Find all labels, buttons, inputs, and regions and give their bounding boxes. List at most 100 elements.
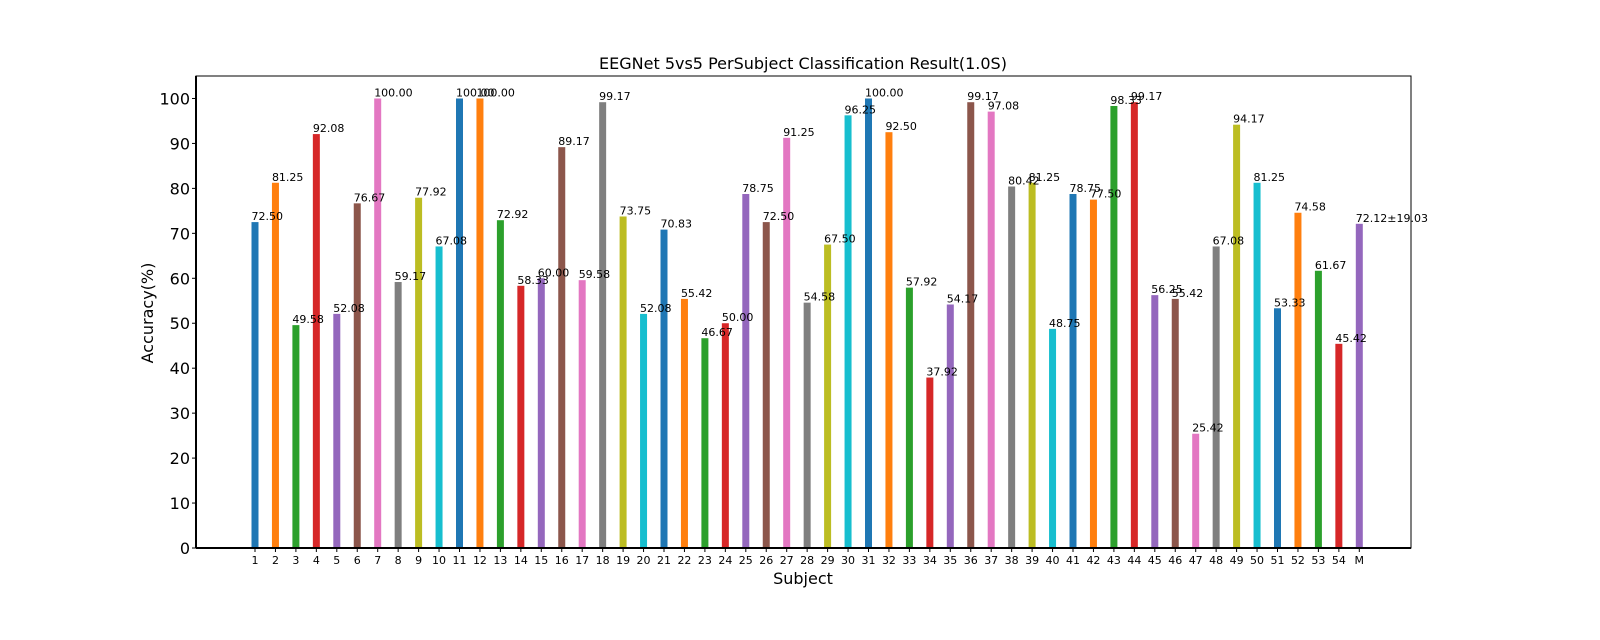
bar-subject-3 (292, 325, 300, 548)
x-tick-label: 54 (1332, 554, 1346, 567)
bar-subject-44 (1130, 102, 1138, 548)
data-label-12: 100.00 (476, 86, 515, 99)
data-label-10: 67.08 (436, 234, 468, 247)
x-tick-label: 17 (575, 554, 589, 567)
bar-subject-41 (1069, 194, 1077, 548)
bar-subject-38 (1008, 186, 1016, 548)
x-tick-label: 10 (432, 554, 446, 567)
x-tick-label: 44 (1127, 554, 1141, 567)
data-label-50: 81.25 (1254, 171, 1286, 184)
data-label-49: 94.17 (1233, 113, 1265, 126)
x-tick-label: 18 (596, 554, 610, 567)
bar-subject-7 (374, 98, 382, 548)
x-tick-label: 26 (759, 554, 773, 567)
x-tick-label: 51 (1271, 554, 1285, 567)
bar-subject-6 (353, 203, 361, 548)
bar-subject-10 (435, 246, 443, 549)
data-label-40: 48.75 (1049, 317, 1081, 330)
x-tick-label: 28 (800, 554, 814, 567)
x-tick-label: 32 (882, 554, 896, 567)
data-label-20: 52.08 (640, 302, 672, 315)
data-label-1: 72.50 (252, 210, 284, 223)
bar-subject-33 (905, 287, 913, 548)
x-tick-label: 9 (415, 554, 422, 567)
data-label-35: 54.17 (947, 292, 979, 305)
data-label-15: 60.00 (538, 266, 570, 279)
x-tick-label: 3 (292, 554, 299, 567)
bar-subject-53 (1314, 270, 1322, 548)
bar-subject-14 (517, 285, 525, 548)
y-tick-label: 40 (170, 359, 190, 378)
bar-subject-2 (271, 182, 279, 548)
bar-subject-17 (578, 280, 586, 548)
bar-subject-13 (496, 220, 504, 548)
x-tick-label: 24 (718, 554, 732, 567)
data-label-9: 77.92 (415, 186, 447, 199)
data-label-51: 53.33 (1274, 296, 1306, 309)
data-label-36: 99.17 (967, 90, 999, 103)
x-tick-label: 36 (964, 554, 978, 567)
x-tick-label: 5 (333, 554, 340, 567)
x-tick-label: 16 (555, 554, 569, 567)
data-label-7: 100.00 (374, 86, 413, 99)
x-tick-label: 45 (1148, 554, 1162, 567)
data-label-47: 25.42 (1192, 422, 1224, 435)
y-axis-label: Accuracy(%) (138, 263, 157, 364)
x-tick-label: 35 (943, 554, 957, 567)
data-label-3: 49.58 (292, 313, 324, 326)
data-label-25: 78.75 (742, 182, 774, 195)
data-label-13: 72.92 (497, 208, 529, 221)
data-label-23: 46.67 (701, 326, 733, 339)
bar-subject-15 (537, 278, 545, 548)
bar-subject-19 (619, 216, 627, 548)
bars-group (251, 98, 1363, 549)
y-tick-label: 10 (170, 494, 190, 513)
x-tick-label: 7 (374, 554, 381, 567)
bar-subject-34 (926, 377, 934, 548)
x-tick-label: 38 (1005, 554, 1019, 567)
data-label-16: 89.17 (558, 135, 590, 148)
bar-subject-24 (721, 323, 729, 548)
data-label-5: 52.08 (333, 302, 365, 315)
bar-subject-47 (1192, 433, 1200, 548)
data-label-24: 50.00 (722, 311, 754, 324)
bar-subject-22 (680, 298, 688, 548)
data-label-52: 74.58 (1294, 201, 1326, 214)
x-tick-label: 1 (252, 554, 259, 567)
data-label-19: 73.75 (620, 204, 652, 217)
x-tick-label: 23 (698, 554, 712, 567)
x-tick-label: 49 (1230, 554, 1244, 567)
x-tick-label: 2 (272, 554, 279, 567)
data-label-18: 99.17 (599, 90, 631, 103)
data-label-48: 67.08 (1213, 234, 1245, 247)
bar-subject-35 (946, 304, 954, 548)
bar-subject-16 (558, 147, 566, 549)
data-label-44: 99.17 (1131, 90, 1163, 103)
x-tick-label: 53 (1311, 554, 1325, 567)
x-tick-label: 14 (514, 554, 528, 567)
bar-subject-37 (987, 111, 995, 548)
data-label-37: 97.08 (988, 100, 1020, 113)
x-tick-label: 41 (1066, 554, 1080, 567)
data-label-38: 80.42 (1008, 174, 1040, 187)
bar-subject-40 (1049, 328, 1057, 548)
x-tick-label: 15 (534, 554, 548, 567)
x-tick-label: 8 (395, 554, 402, 567)
data-label-45: 56.25 (1151, 283, 1183, 296)
bar-subject-45 (1151, 295, 1159, 548)
x-tick-label: 43 (1107, 554, 1121, 567)
bar-subject-31 (865, 98, 872, 548)
bar-subject-20 (640, 313, 648, 548)
bar-subject-46 (1171, 298, 1179, 548)
bar-subject-M (1355, 223, 1363, 549)
x-tick-label: 19 (616, 554, 630, 567)
x-tick-label: 29 (821, 554, 835, 567)
bar-subject-43 (1110, 105, 1118, 548)
y-tick-label: 0 (180, 539, 190, 558)
data-label-54: 45.42 (1335, 332, 1367, 345)
bar-subject-27 (783, 137, 791, 549)
y-tick-label: 20 (170, 449, 190, 468)
y-tick-label: 70 (170, 224, 190, 243)
bar-subject-18 (599, 102, 607, 548)
